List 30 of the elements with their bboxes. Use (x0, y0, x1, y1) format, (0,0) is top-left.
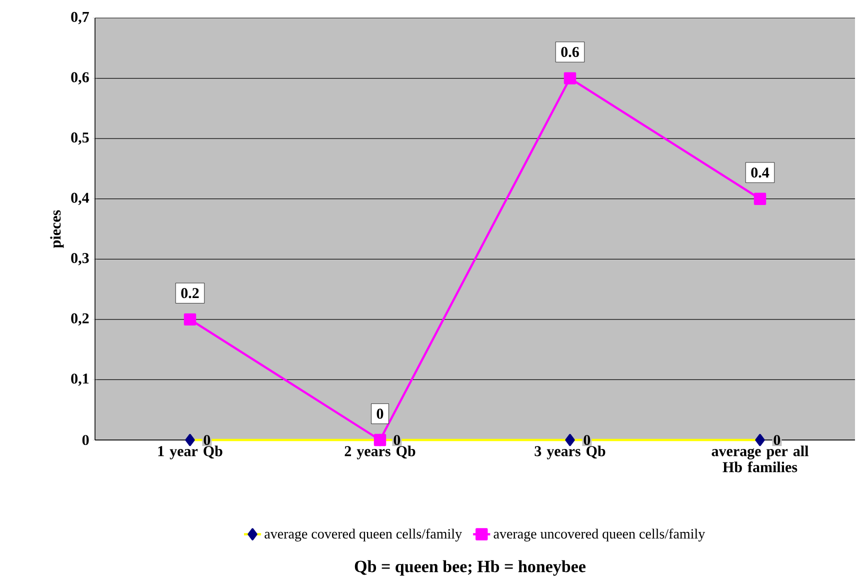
point (184, 313, 196, 326)
y-tick-label: 0,7 (71, 12, 89, 24)
data-label: 0 (584, 434, 590, 446)
point (755, 434, 765, 446)
text: Qb = queen bee; Hb = honeybee (354, 560, 586, 576)
y-tick-label: 0,3 (71, 252, 89, 266)
point (185, 434, 195, 446)
y-tick-label: 0,1 (71, 374, 89, 386)
data-label: 0 (204, 434, 210, 446)
y-tick-label: 0,4 (71, 192, 90, 206)
y-axis-title: pieces (50, 210, 64, 248)
point (564, 72, 576, 84)
y-tick-label: 0,2 (71, 313, 89, 326)
y-tick-label: 0 (82, 434, 89, 446)
x-tick-label: 1 year Qb (158, 446, 222, 460)
data-label: 0.4 (751, 167, 770, 178)
point (565, 434, 575, 446)
y-tick-label: 0,6 (71, 72, 89, 84)
x-tick-label: average per all Hb families (712, 446, 808, 472)
data-label: 0 (774, 434, 780, 446)
data-label: 0.2 (181, 288, 199, 298)
data-label: 0 (394, 434, 400, 446)
x-tick-label: 2 years Qb (344, 446, 416, 460)
data-label: 0 (376, 408, 384, 419)
x-tick-label: 3 years Qb (534, 446, 606, 460)
data-label: 0.6 (561, 46, 579, 58)
point (754, 192, 766, 205)
legend-label: average uncovered queen cells/family (494, 528, 706, 542)
y-tick-label: 0,5 (71, 132, 89, 145)
legend-label: average covered queen cells/family (264, 528, 462, 542)
